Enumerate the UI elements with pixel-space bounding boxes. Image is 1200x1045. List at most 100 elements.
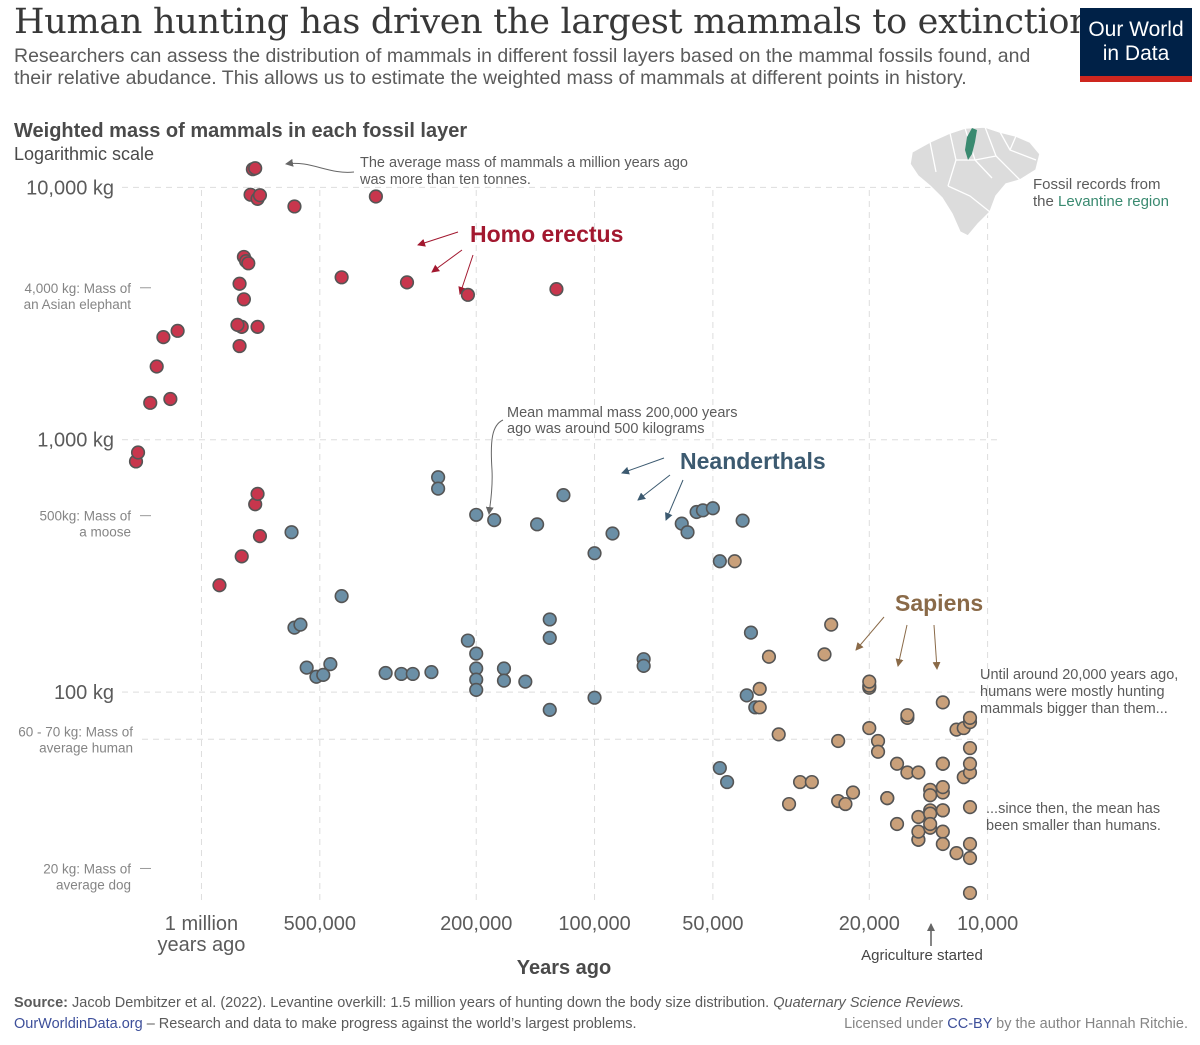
sapiens-point: [962, 836, 978, 852]
neanderthals-point: [735, 513, 750, 528]
sapiens-point: [935, 836, 950, 852]
annotation-one-million-arrow: [285, 158, 355, 173]
annotations: The average mass of mammals a million ye…: [285, 155, 1178, 964]
neanderthals-point: [293, 617, 308, 632]
homo-erectus-point: [163, 391, 178, 407]
x-tick-label: 500,000: [284, 913, 356, 935]
y-axis: 10,000 kg 1,000 kg 100 kg: [26, 177, 114, 704]
inset-map-levant: [965, 128, 977, 160]
homo-erectus-point: [460, 287, 475, 302]
x-tick-label: 20,000: [839, 913, 900, 935]
license-suffix: by the author Hannah Ritchie.: [996, 1016, 1188, 1032]
chart-subtitle: Logarithmic scale: [14, 144, 154, 164]
sapiens-point: [935, 780, 950, 795]
inset-map-land: [909, 126, 1041, 237]
sapiens-point: [911, 765, 926, 780]
label-homo-erectus: Homo erectus: [470, 221, 623, 247]
reference-label-line1: 500kg: Mass of: [39, 509, 131, 524]
neanderthals-point: [323, 657, 338, 672]
homo-erectus-point: [334, 270, 349, 285]
sapiens-point: [935, 803, 950, 818]
chart-title: Weighted mass of mammals in each fossil …: [14, 120, 467, 142]
homo-erectus-point: [232, 338, 247, 354]
sapiens-point: [962, 710, 978, 726]
neanderthals-point: [542, 702, 557, 717]
owid-logo[interactable]: Our World in Data: [1080, 8, 1192, 82]
homo-erectus-arrow-2: [431, 249, 463, 273]
x-tick-label: 10,000: [957, 913, 1018, 935]
homo-erectus-point: [250, 319, 265, 334]
inset-map-borders: [929, 126, 1037, 213]
source-label: Source:: [14, 995, 68, 1011]
homo-erectus-point: [170, 323, 185, 338]
sapiens-point: [911, 824, 926, 839]
x-tick-label: 1 million: [165, 913, 238, 935]
homo-erectus-point: [230, 317, 245, 333]
annotation-one-million-2: was more than ten tonnes.: [359, 172, 531, 188]
neanderthals-point: [299, 660, 314, 675]
levant-inset-map: Fossil records from the Levantine region: [909, 126, 1169, 237]
license-link[interactable]: CC-BY: [947, 1016, 993, 1032]
neanderthals-point: [743, 625, 759, 640]
sapiens-point: [824, 617, 839, 632]
sapiens-point: [761, 649, 777, 664]
annotation-one-million-1: The average mass of mammals a million ye…: [360, 155, 688, 171]
sapiens-point: [935, 756, 950, 771]
neanderthals-point: [542, 612, 557, 627]
sapiens-point: [838, 796, 853, 812]
neanderthals-point: [712, 760, 727, 776]
reference-label-line1: 4,000 kg: Mass of: [24, 281, 131, 296]
sapiens-point: [962, 885, 978, 901]
sapiens-point: [845, 785, 861, 800]
inset-caption-highlight: Levantine region: [1058, 193, 1169, 210]
sapiens-point: [949, 846, 964, 861]
grid: [122, 186, 1000, 900]
annotation-before-20k-3: mammals bigger than them...: [980, 701, 1168, 717]
homo-erectus-point: [156, 330, 171, 345]
page-title: Human hunting has driven the largest mam…: [14, 2, 1092, 42]
sapiens-point: [781, 796, 797, 812]
source-journal: Quaternary Science Reviews.: [773, 995, 965, 1011]
label-neanderthals: Neanderthals: [680, 448, 826, 474]
homo-erectus-point: [232, 276, 247, 291]
y-tick-label: 100 kg: [54, 682, 114, 704]
sapiens-point: [923, 816, 938, 832]
reference-label-line1: 20 kg: Mass of: [43, 861, 131, 876]
neanderthals-arrow-2: [637, 474, 671, 501]
reference-label-line2: average dog: [56, 877, 131, 892]
homo-erectus-point: [399, 275, 415, 290]
license: Licensed under CC-BY by the author Hanna…: [844, 1016, 1188, 1032]
site-link[interactable]: OurWorldinData.org: [14, 1016, 143, 1032]
inset-caption-2: the Levantine region: [1033, 193, 1169, 210]
neanderthals-point: [587, 546, 602, 561]
reference-label-line2: an Asian elephant: [24, 297, 132, 312]
homo-erectus-point: [287, 199, 302, 214]
sapiens-point: [870, 744, 886, 759]
neanderthals-point: [636, 658, 651, 673]
homo-erectus-point: [250, 486, 265, 501]
sapiens-point: [923, 788, 938, 803]
neanderthals-point: [469, 646, 484, 661]
sapiens-point: [752, 681, 767, 696]
neanderthals-point: [720, 774, 735, 790]
neanderthals-point: [605, 526, 620, 541]
label-sapiens: Sapiens: [895, 590, 983, 616]
sapiens-point: [727, 554, 742, 569]
sapiens-point: [831, 733, 846, 749]
homo-erectus-point: [143, 395, 158, 410]
logo-line-2: in Data: [1102, 42, 1170, 65]
sapiens-point: [935, 824, 950, 839]
neanderthals-arrow-3: [665, 479, 684, 521]
inset-caption-2-prefix: the: [1033, 193, 1054, 210]
annotation-200k-1: Mean mammal mass 200,000 years: [507, 405, 738, 421]
sapiens-point: [880, 791, 895, 806]
homo-erectus-point: [212, 578, 227, 593]
neanderthals-point: [739, 688, 754, 703]
sapiens-point: [862, 674, 877, 689]
x-tick-label: 50,000: [682, 913, 743, 935]
neanderthals-point: [405, 666, 420, 682]
